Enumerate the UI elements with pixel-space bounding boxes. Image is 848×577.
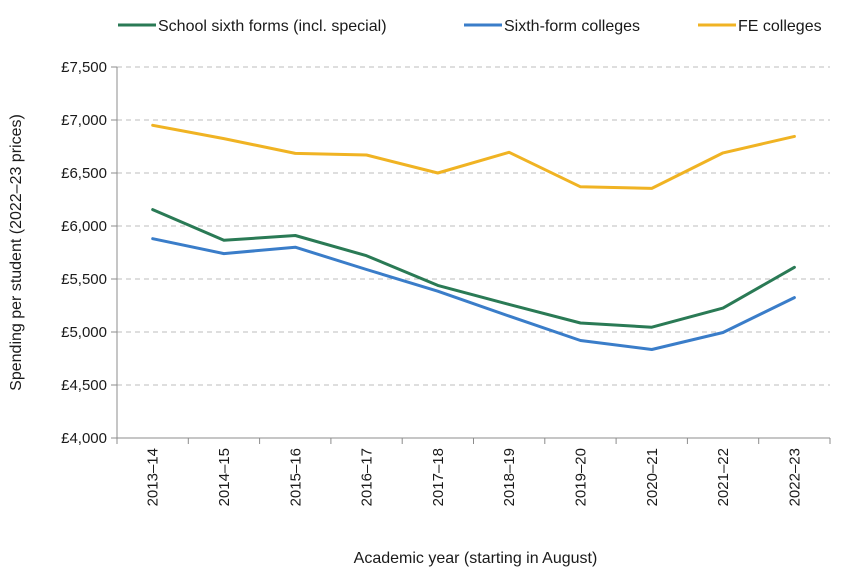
x-tick-label: 2019–20 xyxy=(572,448,589,506)
x-tick-label: 2013–14 xyxy=(145,448,162,506)
y-tick-label: £4,000 xyxy=(61,430,107,447)
series-line xyxy=(151,237,796,351)
y-tick-label: £7,000 xyxy=(61,112,107,129)
legend-label: Sixth-form colleges xyxy=(504,18,640,35)
y-axis: £4,000 £4,500 £5,000 £5,500 £6,000 £6,500 £7,0… xyxy=(61,59,118,447)
series-line xyxy=(151,123,796,190)
series-line xyxy=(151,208,796,329)
x-tick-label: 2020–21 xyxy=(644,448,661,506)
x-axis-title: Academic year (starting in August) xyxy=(354,550,598,567)
y-tick-label: £5,000 xyxy=(61,324,107,341)
legend-label: School sixth forms (incl. special) xyxy=(158,18,387,35)
x-tick-label: 2016–17 xyxy=(359,448,376,506)
x-axis: 2013–14 2014–15 2015–16 2016–17 2017–18 2018–… xyxy=(116,437,831,506)
y-tick-label: £7,500 xyxy=(61,59,107,76)
x-tick-label: 2018–19 xyxy=(501,448,518,506)
x-tick-label: 2017–18 xyxy=(430,448,447,506)
x-tick-label: 2022–23 xyxy=(786,448,803,506)
series-lines xyxy=(151,123,796,351)
x-tick-label: 2021–22 xyxy=(715,448,732,506)
gridlines xyxy=(117,66,830,386)
y-tick-label: £4,500 xyxy=(61,377,107,394)
y-axis-title: Spending per student (2022–23 prices) xyxy=(8,114,25,391)
y-tick-label: £6,000 xyxy=(61,218,107,235)
x-tick-label: 2015–16 xyxy=(287,448,304,506)
legend-label: FE colleges xyxy=(738,18,822,35)
legend: School sixth forms (incl. special) Sixth-… xyxy=(118,18,822,35)
x-tick-label: 2014–15 xyxy=(216,448,233,506)
y-tick-label: £6,500 xyxy=(61,165,107,182)
y-tick-label: £5,500 xyxy=(61,271,107,288)
